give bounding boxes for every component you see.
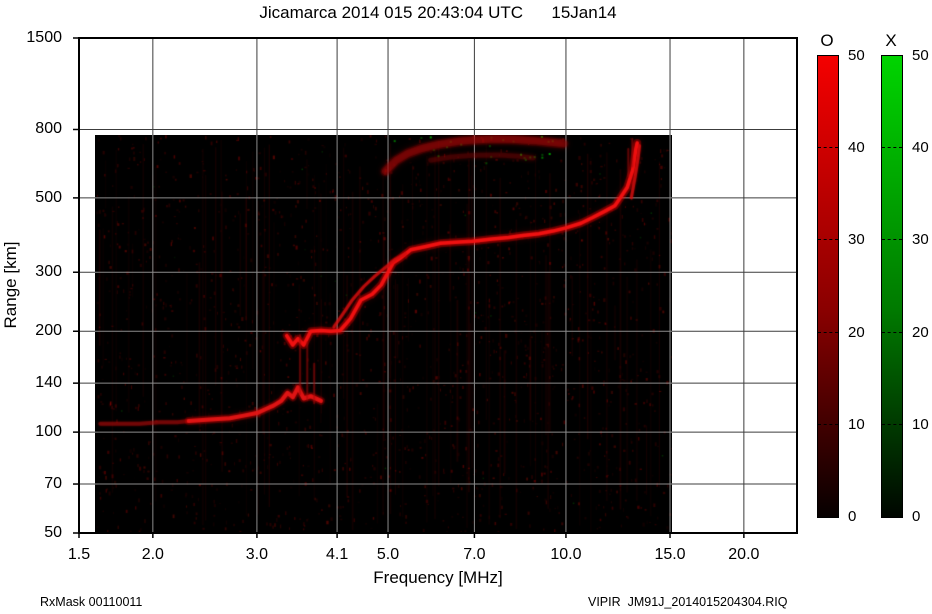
y-tick-label: 500 xyxy=(35,188,62,206)
y-tick-label: 70 xyxy=(44,475,62,493)
colorbar-o-gradient xyxy=(817,55,839,518)
y-tick-label: 800 xyxy=(35,120,62,138)
rxmask-footer: RxMask 00110011 xyxy=(40,595,143,609)
y-tick-label: 1500 xyxy=(26,29,62,46)
colorbar-tick-label: 20 xyxy=(912,323,929,341)
colorbar-tick-label: 0 xyxy=(848,508,857,525)
colorbar-tick-label: 20 xyxy=(848,323,865,341)
colorbar-tick-mark xyxy=(818,239,838,241)
colorbar-tick-label: 50 xyxy=(912,47,929,64)
y-tick-label: 100 xyxy=(35,423,62,441)
colorbar-tick-mark xyxy=(882,331,902,333)
y-tick-label: 300 xyxy=(35,263,62,281)
y-tick-label: 200 xyxy=(35,322,62,340)
ionogram-trace-layer xyxy=(95,135,672,533)
colorbar-tick-mark xyxy=(818,147,838,149)
plot-title: Jicamarca 2014 015 20:43:04 UTC 15Jan14 xyxy=(259,3,617,22)
colorbar-tick-label: 40 xyxy=(912,139,929,157)
colorbar-tick-label: 50 xyxy=(848,47,865,64)
colorbar-tick-label: 10 xyxy=(848,415,865,433)
colorbar-tick-mark xyxy=(882,239,902,241)
colorbar-tick-label: 30 xyxy=(848,231,865,249)
x-tick-label: 10.0 xyxy=(550,546,582,563)
x-tick-label: 1.5 xyxy=(67,546,91,563)
colorbar-tick-label: 0 xyxy=(912,508,921,525)
x-tick-label: 4.1 xyxy=(325,546,349,563)
x-tick-label: 3.0 xyxy=(245,546,269,563)
x-tick-label: 7.0 xyxy=(463,546,486,563)
colorbar-tick-label: 40 xyxy=(848,139,865,157)
colorbar-o-label: O xyxy=(820,31,834,50)
colorbar-tick-mark xyxy=(882,147,902,149)
colorbar-tick-label: 30 xyxy=(912,231,929,249)
colorbar-x-gradient xyxy=(881,55,903,518)
filename-footer: VIPIR JM91J_2014015204304.RIQ xyxy=(588,595,788,609)
colorbar-tick-mark xyxy=(818,423,838,425)
x-tick-label: 20.0 xyxy=(728,546,760,563)
y-tick-label: 50 xyxy=(44,524,62,541)
colorbar-tick-label: 10 xyxy=(912,415,929,433)
y-tick-label: 140 xyxy=(35,374,62,392)
colorbar-x-label: X xyxy=(885,31,897,50)
colorbar-tick-mark xyxy=(882,423,902,425)
x-tick-label: 15.0 xyxy=(654,546,686,563)
x-tick-label: 2.0 xyxy=(141,546,164,563)
x-axis-label: Frequency [MHz] xyxy=(373,568,503,587)
colorbar-tick-mark xyxy=(818,331,838,333)
x-tick-label: 5.0 xyxy=(376,546,400,563)
